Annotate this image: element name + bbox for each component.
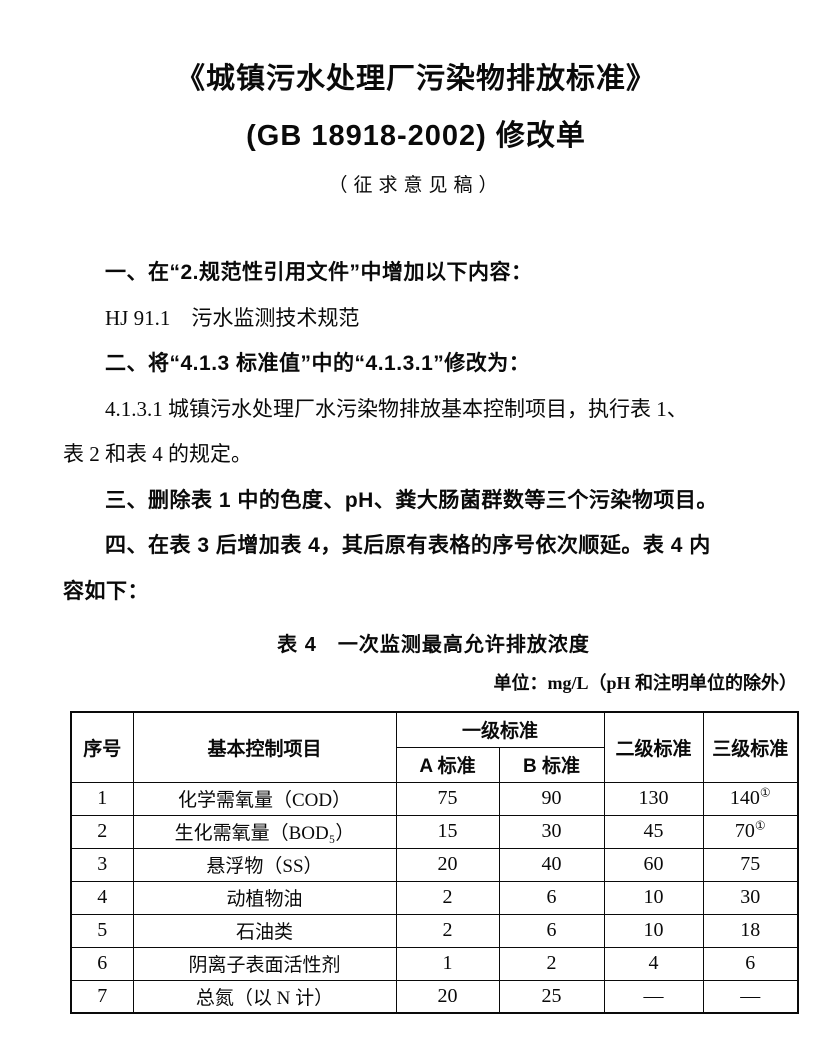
paragraph-item-2: 二、将“4.1.3 标准值”中的“4.1.3.1”修改为： [105, 352, 531, 375]
cell-l2: 130 [603, 781, 704, 816]
cell-a: 2 [395, 913, 500, 948]
cell-b: 6 [498, 880, 605, 915]
cell-seq: 4 [70, 880, 134, 915]
cell-item: 总氮（以 N 计） [132, 979, 397, 1014]
cell-l3: 75 [702, 847, 799, 882]
header-seq: 序号 [70, 711, 134, 783]
cell-l3: 18 [702, 913, 799, 948]
table-title: 表 4 一次监测最高允许排放浓度 [277, 634, 590, 656]
paragraph-item-1: 一、在“2.规范性引用文件”中增加以下内容： [105, 261, 533, 284]
cell-item: 生化需氧量（BOD₅） [132, 814, 397, 849]
header-level1: 一级标准 [395, 711, 605, 748]
cell-item: 化学需氧量（COD） [132, 781, 397, 816]
table-row: 4 动植物油 2 6 10 30 [70, 880, 799, 915]
table-row: 6 阴离子表面活性剂 1 2 4 6 [70, 946, 799, 981]
table-row: 3 悬浮物（SS） 20 40 60 75 [70, 847, 799, 882]
table-row: 1 化学需氧量（COD） 75 90 130 140① [70, 781, 799, 816]
cell-a: 75 [395, 781, 500, 816]
cell-item: 悬浮物（SS） [132, 847, 397, 882]
cell-b: 30 [498, 814, 605, 849]
paragraph-4131-line1: 4.1.3.1 城镇污水处理厂水污染物排放基本控制项目，执行表 1、 [105, 396, 688, 421]
cell-l3-value: 140 [729, 787, 760, 809]
cell-l3: — [702, 979, 799, 1014]
paragraph-4131-line2: 表 2 和表 4 的规定。 [63, 442, 252, 466]
cell-l3: 70① [702, 814, 799, 849]
cell-seq: 5 [70, 913, 134, 948]
table-row: 7 总氮（以 N 计） 20 25 — — [70, 979, 799, 1014]
paragraph-item-4-line1: 四、在表 3 后增加表 4，其后原有表格的序号依次顺延。表 4 内 [105, 534, 711, 557]
paragraph-item-4-line2: 容如下： [63, 579, 149, 603]
cell-a: 20 [395, 847, 500, 882]
cell-seq: 7 [70, 979, 134, 1014]
standards-table: 序号 基本控制项目 一级标准 二级标准 三级标准 A 标准 B 标准 1 化学需… [70, 711, 800, 1014]
header-level2: 二级标准 [603, 711, 704, 783]
paragraph-hj-reference: HJ 91.1 污水监测技术规范 [105, 305, 360, 330]
cell-l2: 45 [603, 814, 704, 849]
header-level1-b: B 标准 [498, 746, 605, 783]
cell-b: 90 [498, 781, 605, 816]
cell-l2: 10 [603, 880, 704, 915]
cell-b: 40 [498, 847, 605, 882]
cell-b: 2 [498, 946, 605, 981]
header-item: 基本控制项目 [132, 711, 397, 783]
cell-l2: 4 [603, 946, 704, 981]
cell-l2: 60 [603, 847, 704, 882]
cell-l3: 140① [702, 781, 799, 816]
body-paragraphs: 一、在“2.规范性引用文件”中增加以下内容： HJ 91.1 污水监测技术规范 … [63, 250, 792, 614]
cell-l2: 10 [603, 913, 704, 948]
cell-seq: 2 [70, 814, 134, 849]
cell-a: 20 [395, 979, 500, 1014]
cell-a: 15 [395, 814, 500, 849]
cell-l2: — [603, 979, 704, 1014]
cell-a: 1 [395, 946, 500, 981]
cell-item: 石油类 [132, 913, 397, 948]
cell-l3: 30 [702, 880, 799, 915]
cell-seq: 6 [70, 946, 134, 981]
paragraph-item-3: 三、删除表 1 中的色度、pH、粪大肠菌群数等三个污染物项目。 [105, 488, 718, 512]
cell-item: 动植物油 [132, 880, 397, 915]
cell-b: 6 [498, 913, 605, 948]
footnote-marker: ① [754, 818, 766, 833]
header-level1-a: A 标准 [395, 746, 500, 783]
footnote-marker: ① [759, 785, 771, 800]
table-row: 5 石油类 2 6 10 18 [70, 913, 799, 948]
cell-l3-value: 70 [734, 820, 755, 842]
doc-title-line1: 《城镇污水处理厂污染物排放标准》 [175, 63, 656, 95]
cell-seq: 3 [70, 847, 134, 882]
cell-a: 2 [395, 880, 500, 915]
cell-b: 25 [498, 979, 605, 1014]
doc-title-line2: (GB 18918-2002) 修改单 [246, 120, 586, 152]
cell-item: 阴离子表面活性剂 [132, 946, 397, 981]
table-unit-note: 单位：mg/L（pH 和注明单位的除外） [493, 673, 797, 693]
cell-seq: 1 [70, 781, 134, 816]
header-level3: 三级标准 [702, 711, 799, 783]
doc-subtitle: （征求意见稿） [328, 175, 504, 196]
cell-l3: 6 [702, 946, 799, 981]
table-row: 2 生化需氧量（BOD₅） 15 30 45 70① [70, 814, 799, 849]
